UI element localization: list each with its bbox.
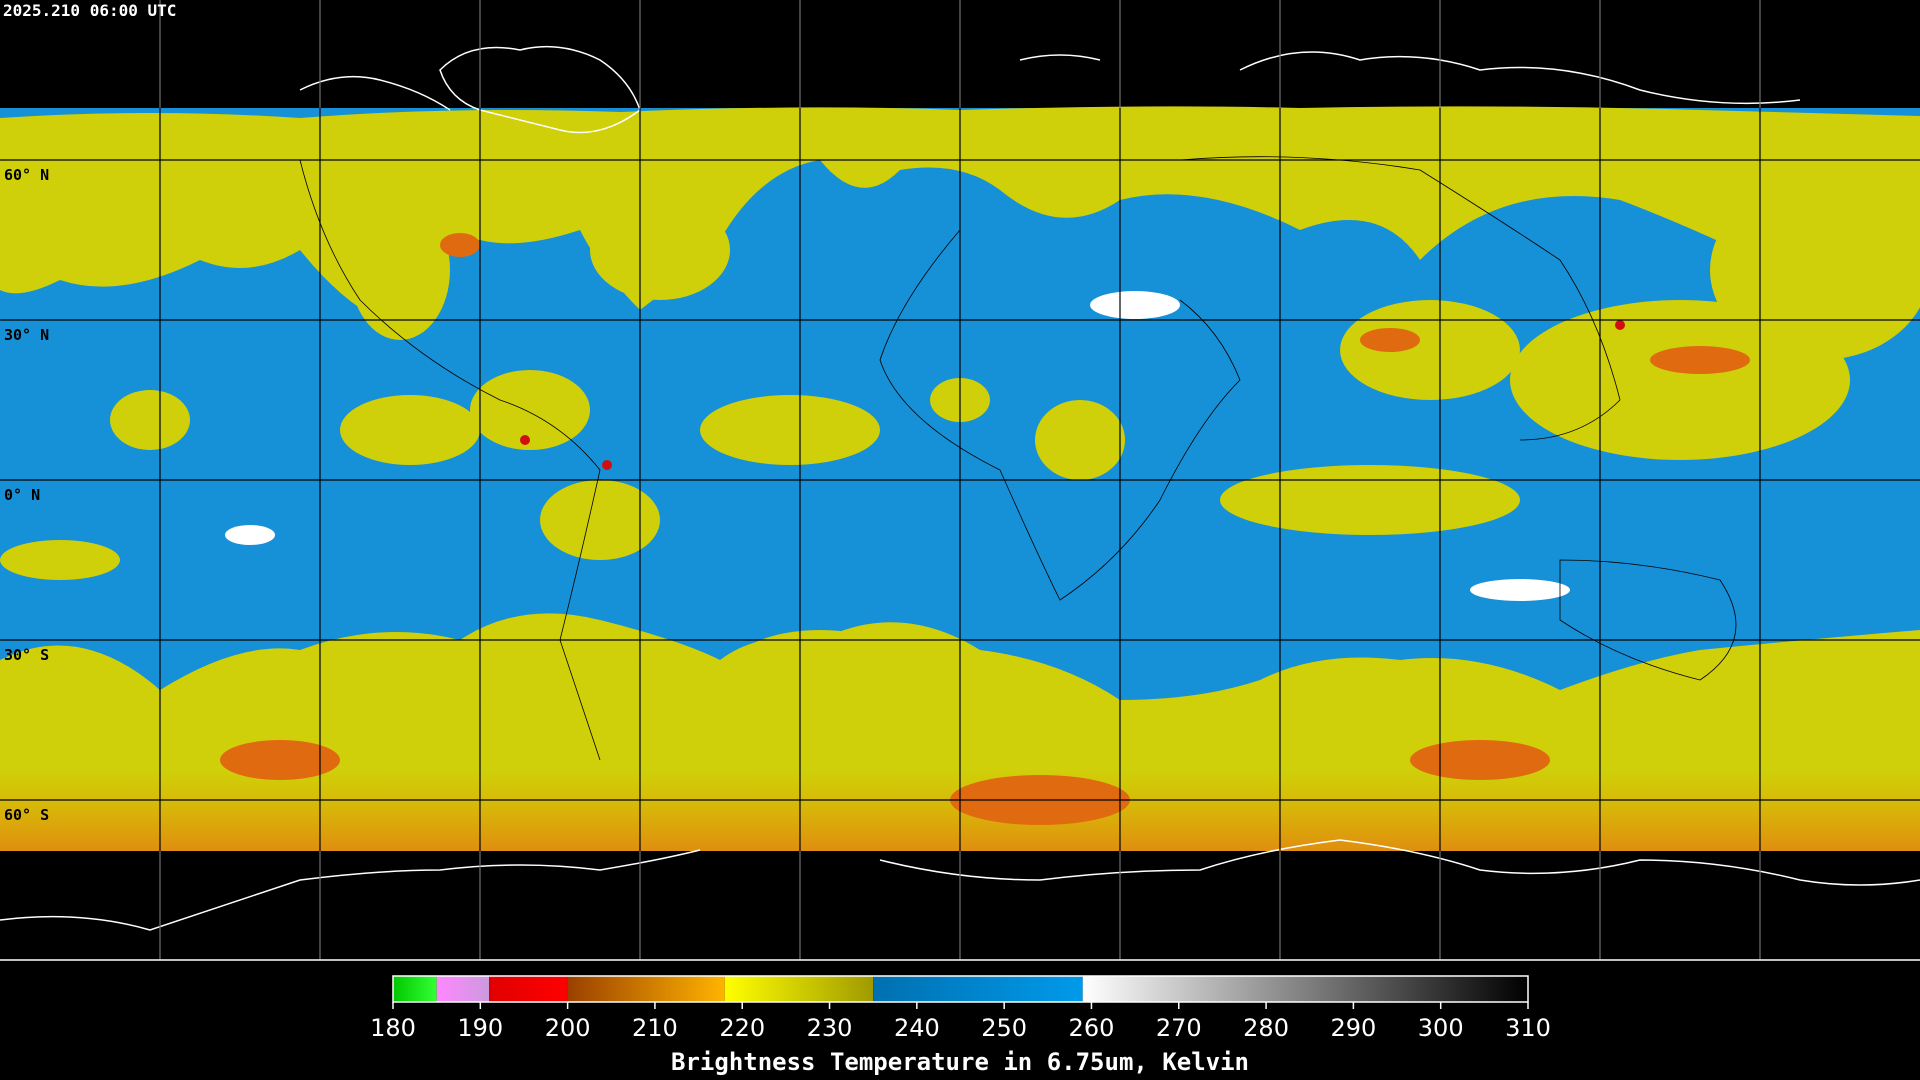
lat-label: 0° N (4, 486, 40, 504)
graticule (0, 159, 1920, 801)
graticule-outside (159, 0, 1761, 960)
colorbar-tick-label: 200 (545, 1014, 591, 1042)
colorbar-tick-label: 290 (1330, 1014, 1376, 1042)
colorbar-band (724, 976, 874, 1002)
lat-label: 60° N (4, 166, 49, 184)
lat-labels: 60° N 30° N 0° N 30° S 60° S (4, 166, 49, 824)
colorbar-frame (392, 975, 1529, 1003)
colorbar-tick-label: 300 (1418, 1014, 1464, 1042)
colorbar-band (1082, 976, 1528, 1002)
colorbar-tick-label: 220 (719, 1014, 765, 1042)
colorbar-tick-label: 180 (370, 1014, 416, 1042)
land-borders (299, 156, 1737, 761)
lat-label: 60° S (4, 806, 49, 824)
colorbar: 180 190 200 210 220 230 240 250 260 270 280 290 300 3… (370, 975, 1551, 1042)
colorbar-band (489, 976, 568, 1002)
colorbar-tick-label: 250 (981, 1014, 1027, 1042)
colorbar-title: Brightness Temperature in 6.75um, Kelvin (671, 1048, 1249, 1076)
colorbar-band (393, 976, 437, 1002)
timestamp: 2025.210 06:00 UTC (3, 1, 176, 20)
colorbar-tick-label: 210 (632, 1014, 678, 1042)
colorbar-tick-label: 190 (457, 1014, 503, 1042)
colorbar-tick-label: 240 (894, 1014, 940, 1042)
colorbar-tick-label: 310 (1505, 1014, 1551, 1042)
colorbar-tick-label: 270 (1156, 1014, 1202, 1042)
colorbar-band (567, 976, 725, 1002)
colorbar-tick-label: 260 (1069, 1014, 1115, 1042)
colorbar-band (436, 976, 490, 1002)
deep-convection (520, 320, 1625, 470)
lat-label: 30° N (4, 326, 49, 344)
tropical-clouds (0, 180, 1920, 740)
colorbar-band (873, 976, 1083, 1002)
lat-label: 30° S (4, 646, 49, 664)
colorbar-tick-label: 280 (1243, 1014, 1289, 1042)
dry-spots (225, 291, 1570, 601)
colorbar-tick-label: 230 (807, 1014, 853, 1042)
coastlines (0, 45, 1920, 931)
